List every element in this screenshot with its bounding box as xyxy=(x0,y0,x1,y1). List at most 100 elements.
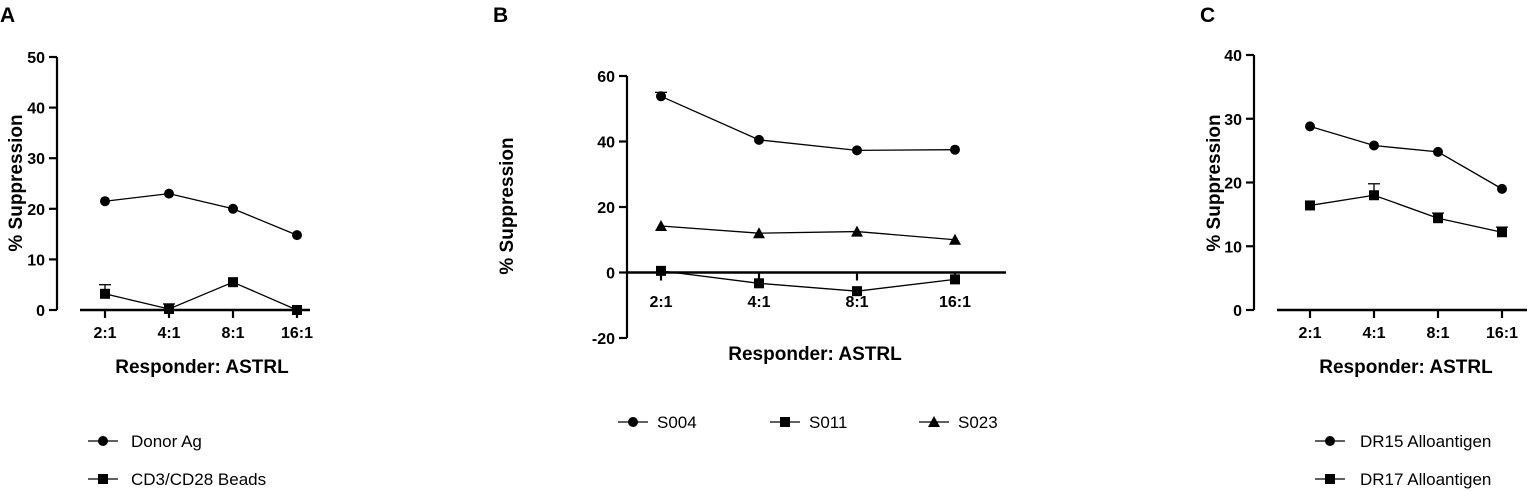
x-tick-label: 8:1 xyxy=(1426,325,1449,342)
data-point xyxy=(100,196,110,207)
series-dr17-alloantigen xyxy=(1305,183,1508,238)
y-tick-label: 20 xyxy=(27,202,45,219)
x-tick-label: 8:1 xyxy=(221,325,244,342)
legend-item: S011 xyxy=(770,413,847,432)
data-point xyxy=(852,145,862,156)
data-point xyxy=(100,288,110,299)
series-s004 xyxy=(655,91,960,156)
legend-label: DR15 Alloantigen xyxy=(1360,432,1491,451)
legend: S004 S011 S023 xyxy=(618,413,998,432)
x-tick-label: 16:1 xyxy=(939,294,971,311)
data-point xyxy=(656,91,666,102)
legend: Donor Ag CD3/CD28 Beads xyxy=(88,432,266,489)
series-donor-ag xyxy=(100,188,302,241)
data-point xyxy=(1497,183,1507,194)
data-point xyxy=(1433,146,1443,157)
data-point xyxy=(950,144,960,155)
data-point xyxy=(292,230,302,241)
y-tick-label: 40 xyxy=(597,135,615,152)
data-point xyxy=(164,303,174,314)
legend-label: S023 xyxy=(958,413,998,432)
legend-item: DR17 Alloantigen xyxy=(1315,470,1491,489)
panel-letter: C xyxy=(1200,4,1215,27)
series-line xyxy=(660,95,956,151)
data-point xyxy=(754,134,764,145)
legend-marker xyxy=(628,417,638,427)
x-axis-title: Responder: ASTRL xyxy=(115,357,289,378)
y-axis-title: % Suppression xyxy=(1204,114,1225,251)
series-s011 xyxy=(656,265,960,297)
data-point xyxy=(164,188,174,199)
series-line xyxy=(660,225,956,241)
series-line xyxy=(1309,125,1503,190)
x-tick-label: 2:1 xyxy=(1298,325,1321,342)
legend-item: S023 xyxy=(919,413,998,432)
legend-label: CD3/CD28 Beads xyxy=(131,470,266,489)
y-tick-label: 0 xyxy=(36,303,45,320)
x-tick-label: 16:1 xyxy=(281,325,313,342)
data-point xyxy=(656,265,666,276)
legend-label: S011 xyxy=(809,413,847,432)
legend-label: S004 xyxy=(657,413,697,432)
legend-marker xyxy=(1325,436,1335,446)
x-tick-label: 4:1 xyxy=(747,294,770,311)
chart-panel-c: C 0 10 20 30 40 2:1 4:1 8:1 16:1 Responder: ASTRL%… xyxy=(1200,4,1527,489)
data-point xyxy=(292,305,302,315)
panel-letter: A xyxy=(0,4,15,27)
legend-marker xyxy=(98,474,108,484)
y-tick-label: 60 xyxy=(597,69,615,86)
y-tick-label: 0 xyxy=(606,266,615,283)
series-s023 xyxy=(655,219,961,245)
data-point xyxy=(1369,140,1379,151)
x-axis-title: Responder: ASTRL xyxy=(728,344,902,365)
series-dr15-alloantigen xyxy=(1305,121,1507,194)
legend-marker xyxy=(98,436,108,446)
panel-letter: B xyxy=(493,4,508,27)
x-tick-label: 16:1 xyxy=(1486,325,1518,342)
y-tick-label: 40 xyxy=(27,101,45,118)
legend-item: S004 xyxy=(618,413,697,432)
y-tick-label: 50 xyxy=(27,50,45,67)
data-point xyxy=(1305,200,1315,211)
y-tick-label: 0 xyxy=(1233,303,1242,320)
data-point xyxy=(754,278,764,289)
x-tick-label: 4:1 xyxy=(157,325,180,342)
legend-marker xyxy=(1325,474,1335,484)
data-point xyxy=(949,233,961,245)
x-tick-label: 2:1 xyxy=(649,294,672,311)
data-point xyxy=(950,274,960,285)
data-point xyxy=(228,277,238,288)
y-axis-title: % Suppression xyxy=(6,114,27,251)
x-tick-label: 2:1 xyxy=(93,325,116,342)
data-point xyxy=(851,225,863,237)
series-line xyxy=(660,270,956,292)
legend-item: CD3/CD28 Beads xyxy=(88,470,266,489)
y-tick-label: -20 xyxy=(592,331,615,348)
y-axis-title: % Suppression xyxy=(497,137,518,274)
legend-item: DR15 Alloantigen xyxy=(1315,432,1491,451)
y-tick-label: 10 xyxy=(27,252,45,269)
data-point xyxy=(852,286,862,297)
data-point xyxy=(1305,121,1315,132)
data-point xyxy=(1433,213,1443,224)
x-tick-label: 8:1 xyxy=(845,294,868,311)
y-tick-label: 10 xyxy=(1224,239,1242,256)
chart-panel-a: A 0 10 20 30 40 50 2:1 4:1 8:1 16:1 Responder: ASTR… xyxy=(0,4,313,489)
series-line xyxy=(104,192,298,236)
data-point xyxy=(753,227,765,239)
data-point xyxy=(655,219,667,231)
data-point xyxy=(228,203,238,214)
chart-panel-b: B -20 0 20 40 60 2:1 4:1 8:1 16:1 Responder: ASTRL… xyxy=(493,4,1006,432)
y-tick-label: 40 xyxy=(1224,48,1242,65)
y-tick-label: 30 xyxy=(27,151,45,168)
series-line xyxy=(104,281,298,311)
y-tick-label: 30 xyxy=(1224,112,1242,129)
data-point xyxy=(1369,190,1379,201)
legend-marker xyxy=(928,416,940,427)
legend-item: Donor Ag xyxy=(88,432,202,451)
data-point xyxy=(1497,227,1507,238)
legend: DR15 Alloantigen DR17 Alloantigen xyxy=(1315,432,1491,489)
y-tick-label: 20 xyxy=(1224,176,1242,193)
series-line xyxy=(1309,194,1503,233)
